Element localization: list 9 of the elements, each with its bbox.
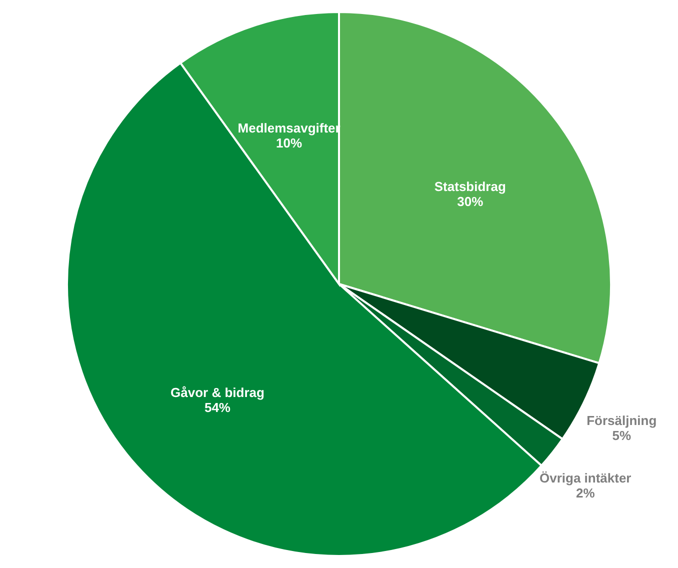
slice-label: Övriga intäkter [539,470,632,486]
data-label: 10% [276,136,302,151]
slice-label: Statsbidrag [434,178,506,194]
slice-label: Försäljning [586,412,657,428]
data-label: 5% [612,428,632,443]
data-label: 54% [204,400,231,415]
data-label: 30% [457,194,484,209]
data-label: 2% [576,486,596,501]
slice-label: Gåvor & bidrag [170,384,264,400]
